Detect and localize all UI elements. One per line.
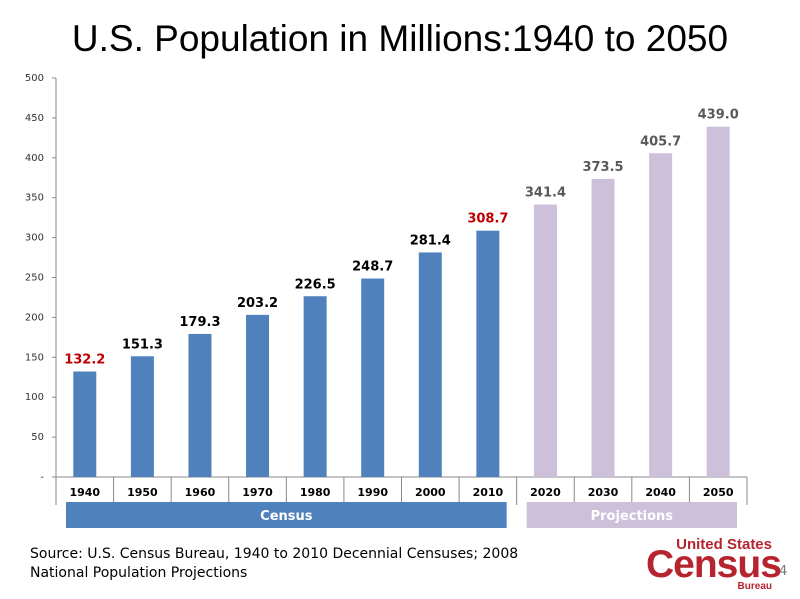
bar-1960	[188, 333, 212, 477]
bar-1970	[246, 314, 270, 477]
x-tick-label-1960: 1960	[185, 486, 216, 499]
data-label-2030: 373.5	[582, 160, 623, 175]
data-label-1990: 248.7	[352, 260, 393, 275]
group-label-census: Census	[260, 509, 313, 524]
x-tick-label-1990: 1990	[357, 486, 388, 499]
page-number: 4	[779, 564, 788, 579]
source-note: Source: U.S. Census Bureau, 1940 to 2010…	[30, 546, 519, 581]
data-label-1970: 203.2	[237, 296, 278, 311]
y-tick-label: 400	[25, 153, 44, 164]
y-tick-label: 200	[25, 312, 44, 323]
bar-1980	[303, 296, 327, 477]
bar-1940	[73, 371, 97, 477]
x-tick-label-2010: 2010	[473, 486, 504, 499]
y-tick-label: 100	[25, 392, 44, 403]
x-tick-label-2030: 2030	[588, 486, 619, 499]
bar-2000	[418, 252, 442, 477]
data-label-1960: 179.3	[179, 315, 220, 330]
x-tick-label-2050: 2050	[703, 486, 734, 499]
data-label-2020: 341.4	[525, 186, 566, 201]
group-band-projections	[526, 502, 737, 528]
bar-1950	[130, 356, 154, 477]
y-tick-label: 250	[25, 273, 44, 284]
y-tick-label: 300	[25, 233, 44, 244]
logo-united-states: United States	[676, 536, 772, 553]
data-label-2050: 439.0	[698, 108, 739, 123]
group-band-census	[66, 502, 507, 528]
bar-2040	[649, 153, 673, 477]
data-label-1940: 132.2	[64, 353, 105, 368]
y-tick-label: 450	[25, 113, 44, 124]
x-tick-label-1980: 1980	[300, 486, 331, 499]
data-label-2010: 308.7	[467, 212, 508, 227]
x-tick-label-1970: 1970	[242, 486, 273, 499]
bar-1990	[361, 278, 385, 477]
data-label-1980: 226.5	[295, 277, 336, 292]
chart-title: U.S. Population in Millions:1940 to 2050	[71, 18, 729, 59]
x-tick-label-1950: 1950	[127, 486, 158, 499]
y-tick-label: 500	[25, 73, 44, 84]
logo-census: Census	[646, 543, 782, 586]
x-tick-label-2020: 2020	[530, 486, 561, 499]
logo-bureau: Bureau	[737, 581, 772, 592]
bar-2050	[706, 126, 730, 477]
x-tick-label-2000: 2000	[415, 486, 446, 499]
y-tick-label: 50	[31, 432, 44, 443]
y-tick-label: 350	[25, 193, 44, 204]
x-tick-label-2040: 2040	[645, 486, 676, 499]
bar-2010	[476, 230, 500, 477]
y-tick-label: 150	[25, 352, 44, 363]
data-label-2040: 405.7	[640, 134, 681, 149]
bar-2030	[591, 178, 615, 477]
x-tick-label-1940: 1940	[69, 486, 100, 499]
data-label-2000: 281.4	[410, 233, 451, 248]
population-bar-chart: - 50 100 150 200 250 300 350 400 450 500 132.2 1940 1…	[25, 73, 748, 528]
census-bureau-logo: United States Census Bureau	[644, 536, 784, 594]
bar-2020	[533, 204, 557, 477]
data-label-1950: 151.3	[122, 337, 163, 352]
group-label-projections: Projections	[591, 509, 674, 524]
y-tick-label: -	[40, 472, 44, 483]
